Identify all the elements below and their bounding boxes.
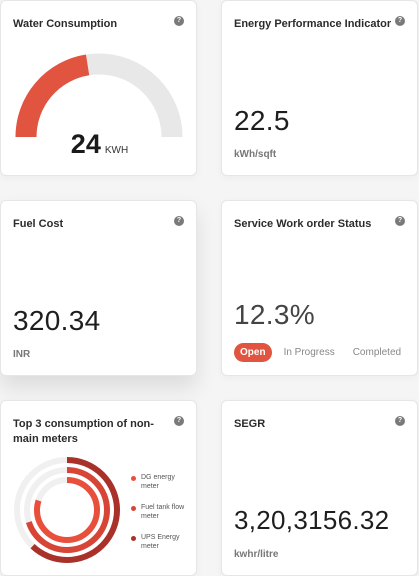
meters-ring-chart <box>14 457 120 563</box>
help-icon[interactable]: ? <box>174 16 184 26</box>
legend-dot <box>131 476 136 481</box>
service-value: 12.3% <box>234 299 315 330</box>
gauge-fill <box>15 54 90 138</box>
help-icon[interactable]: ? <box>174 216 184 226</box>
legend-dot <box>131 506 136 511</box>
water-gauge <box>15 53 183 138</box>
fuel-unit: INR <box>13 349 31 360</box>
card-title: Fuel Cost <box>13 218 64 230</box>
water-unit: KWH <box>104 145 129 156</box>
card-title: Energy Performance Indicator <box>234 18 392 30</box>
meters-legend: DG energy meter Fuel tank flow meter UPS… <box>131 473 193 563</box>
card-title: SEGR <box>234 418 266 430</box>
legend-item-ups: UPS Energy meter <box>131 533 193 551</box>
help-icon[interactable]: ? <box>174 416 184 426</box>
legend-item-dg: DG energy meter <box>131 473 193 491</box>
tab-in-progress[interactable]: In Progress <box>283 347 335 358</box>
legend-dot <box>131 536 136 541</box>
energy-value: 22.5 <box>234 105 290 136</box>
ring-fuel-tank <box>24 467 110 553</box>
segr-value: 3,20,3156.32 <box>234 505 390 535</box>
ring-dg <box>34 477 100 543</box>
card-title: Top 3 consumption of non-main meters <box>13 418 154 445</box>
tab-completed[interactable]: Completed <box>352 347 402 358</box>
status-tabs: Open In Progress Completed <box>234 343 407 362</box>
help-icon[interactable]: ? <box>395 16 405 26</box>
card-title: Service Work order Status <box>234 218 372 230</box>
help-icon[interactable]: ? <box>395 416 405 426</box>
energy-unit: kWh/sqft <box>234 149 277 160</box>
tab-open[interactable]: Open <box>234 343 272 362</box>
fuel-cost-card: Fuel Cost ? 320.34 INR <box>0 200 197 376</box>
card-title: Water Consumption <box>13 18 118 30</box>
help-icon[interactable]: ? <box>395 216 405 226</box>
fuel-value: 320.34 <box>13 305 101 336</box>
service-work-order-card: Service Work order Status ? 12.3% Open I… <box>221 200 418 376</box>
segr-unit: kwhr/litre <box>234 549 279 560</box>
ring-ups <box>14 457 120 563</box>
legend-label: DG energy meter <box>141 474 175 490</box>
gauge-readout: 24 KWH <box>1 129 198 160</box>
energy-performance-card: Energy Performance Indicator ? 22.5 kWh/… <box>221 0 418 176</box>
segr-card: SEGR ? 3,20,3156.32 kwhr/litre <box>221 400 418 576</box>
legend-label: Fuel tank flow meter <box>141 504 185 520</box>
legend-label: UPS Energy meter <box>141 534 180 550</box>
legend-item-fuel-tank: Fuel tank flow meter <box>131 503 193 521</box>
water-consumption-card: Water Consumption ? 24 KWH <box>0 0 197 176</box>
water-value: 24 <box>70 129 101 159</box>
top-meters-card: Top 3 consumption of non-main meters ? D… <box>0 400 197 576</box>
